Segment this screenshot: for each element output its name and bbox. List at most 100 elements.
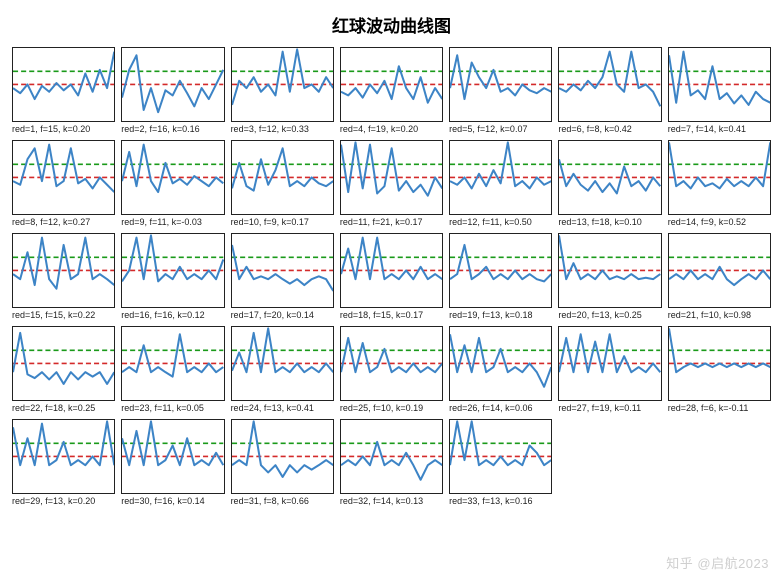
subplot: red=31, f=8, k=0.66 [231, 419, 334, 506]
subplot-caption: red=2, f=16, k=0.16 [121, 124, 224, 134]
chart-svg [232, 420, 333, 493]
subplot: red=3, f=12, k=0.33 [231, 47, 334, 134]
chart-svg [232, 141, 333, 214]
series-line [341, 442, 442, 480]
subplot-panel [668, 140, 771, 215]
subplot-panel [340, 326, 443, 401]
subplot-panel [121, 47, 224, 122]
subplot-caption: red=10, f=9, k=0.17 [231, 217, 334, 227]
subplot: red=15, f=15, k=0.22 [12, 233, 115, 320]
subplot: red=25, f=10, k=0.19 [340, 326, 443, 413]
subplot: red=17, f=20, k=0.14 [231, 233, 334, 320]
subplot-panel [340, 47, 443, 122]
chart-svg [450, 420, 551, 493]
subplot-caption: red=20, f=13, k=0.25 [558, 310, 661, 320]
chart-svg [669, 234, 770, 307]
series-line [559, 52, 660, 107]
subplot-caption: red=18, f=15, k=0.17 [340, 310, 443, 320]
subplot-caption: red=24, f=13, k=0.41 [231, 403, 334, 413]
chart-svg [341, 141, 442, 214]
series-line [122, 145, 223, 192]
subplot-panel [558, 326, 661, 401]
series-line [341, 237, 442, 279]
subplot: red=7, f=14, k=0.41 [668, 47, 771, 134]
subplot: red=10, f=9, k=0.17 [231, 140, 334, 227]
subplot-panel [231, 326, 334, 401]
series-line [232, 148, 333, 190]
subplot-panel [12, 47, 115, 122]
subplot-caption: red=28, f=6, k=-0.11 [668, 403, 771, 413]
chart-svg [341, 48, 442, 121]
subplot: red=16, f=16, k=0.12 [121, 233, 224, 320]
subplot-panel [340, 233, 443, 308]
series-line [450, 142, 551, 188]
subplot-panel [668, 47, 771, 122]
series-line [13, 145, 114, 192]
chart-svg [122, 234, 223, 307]
chart-svg [122, 48, 223, 121]
subplot: red=29, f=13, k=0.20 [12, 419, 115, 506]
subplot-panel [558, 140, 661, 215]
subplot-panel [12, 419, 115, 494]
subplot: red=6, f=8, k=0.42 [558, 47, 661, 134]
chart-svg [232, 327, 333, 400]
subplot: red=9, f=11, k=-0.03 [121, 140, 224, 227]
subplot-panel [121, 140, 224, 215]
subplot-caption: red=5, f=12, k=0.07 [449, 124, 552, 134]
subplot-caption: red=14, f=9, k=0.52 [668, 217, 771, 227]
subplot-caption: red=27, f=19, k=0.11 [558, 403, 661, 413]
chart-svg [13, 141, 114, 214]
subplot-panel [449, 326, 552, 401]
subplot-caption: red=11, f=21, k=0.17 [340, 217, 443, 227]
chart-svg [559, 234, 660, 307]
subplot-panel [231, 419, 334, 494]
chart-svg [122, 327, 223, 400]
subplot-caption: red=6, f=8, k=0.42 [558, 124, 661, 134]
subplot: red=30, f=16, k=0.14 [121, 419, 224, 506]
subplot-panel [668, 326, 771, 401]
series-line [450, 334, 551, 386]
chart-svg [341, 327, 442, 400]
subplot-caption: red=32, f=14, k=0.13 [340, 496, 443, 506]
figure-title: 红球波动曲线图 [12, 12, 771, 37]
series-line [559, 334, 660, 372]
subplot-panel [668, 233, 771, 308]
chart-svg [559, 141, 660, 214]
subplot: red=1, f=15, k=0.20 [12, 47, 115, 134]
chart-svg [13, 327, 114, 400]
chart-svg [559, 327, 660, 400]
subplot: red=26, f=14, k=0.06 [449, 326, 552, 413]
subplot-panel [449, 47, 552, 122]
series-line [669, 52, 770, 105]
subplot-panel [449, 419, 552, 494]
subplot-caption: red=30, f=16, k=0.14 [121, 496, 224, 506]
series-line [669, 142, 770, 188]
subplot: red=13, f=18, k=0.10 [558, 140, 661, 227]
chart-svg [122, 420, 223, 493]
subplot-caption: red=3, f=12, k=0.33 [231, 124, 334, 134]
chart-svg [450, 48, 551, 121]
subplot-panel [12, 140, 115, 215]
chart-svg [13, 420, 114, 493]
subplot: red=23, f=11, k=0.05 [121, 326, 224, 413]
subplot-caption: red=22, f=18, k=0.25 [12, 403, 115, 413]
watermark: 知乎 @启航2023 [666, 553, 769, 572]
subplot: red=28, f=6, k=-0.11 [668, 326, 771, 413]
chart-svg [341, 234, 442, 307]
subplot: red=19, f=13, k=0.18 [449, 233, 552, 320]
subplot-panel [449, 233, 552, 308]
chart-svg [232, 234, 333, 307]
subplot-grid: red=1, f=15, k=0.20 red=2, f=16, k=0.16 re… [12, 47, 771, 506]
subplot-caption: red=7, f=14, k=0.41 [668, 124, 771, 134]
subplot-panel [558, 47, 661, 122]
subplot: red=33, f=13, k=0.16 [449, 419, 552, 506]
subplot-caption: red=23, f=11, k=0.05 [121, 403, 224, 413]
chart-svg [450, 327, 551, 400]
subplot-caption: red=1, f=15, k=0.20 [12, 124, 115, 134]
subplot-panel [12, 233, 115, 308]
series-line [232, 245, 333, 291]
subplot-caption: red=17, f=20, k=0.14 [231, 310, 334, 320]
subplot-caption: red=21, f=10, k=0.98 [668, 310, 771, 320]
subplot-caption: red=26, f=14, k=0.06 [449, 403, 552, 413]
chart-svg [122, 141, 223, 214]
